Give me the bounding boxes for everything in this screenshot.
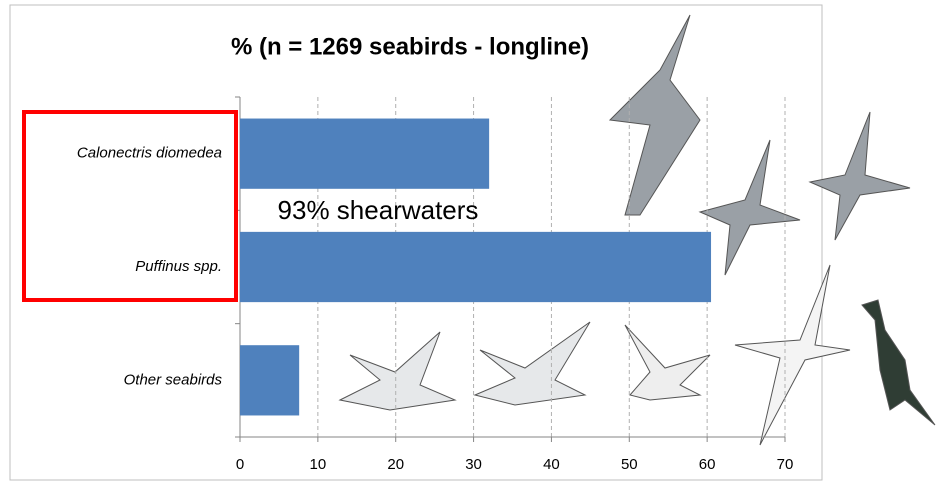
x-tick-label: 70 bbox=[777, 456, 794, 473]
x-tick-label: 30 bbox=[465, 456, 482, 473]
x-tick-label: 0 bbox=[236, 456, 244, 473]
x-tick-label: 10 bbox=[310, 456, 327, 473]
bird-illustration bbox=[861, 299, 936, 426]
bar bbox=[240, 118, 490, 189]
bird-illustration bbox=[473, 321, 591, 406]
bar bbox=[240, 231, 712, 303]
bird-illustrations bbox=[338, 14, 936, 446]
chart-title: % (n = 1269 seabirds - longline) bbox=[231, 33, 589, 60]
bar bbox=[240, 345, 300, 416]
highlight-box bbox=[22, 110, 238, 302]
annotation: 93% shearwaters bbox=[278, 195, 479, 225]
y-tick-label: Puffinus spp. bbox=[135, 258, 222, 275]
x-tick-label: 20 bbox=[387, 456, 404, 473]
x-tick-label: 50 bbox=[621, 456, 638, 473]
x-tick-label: 60 bbox=[699, 456, 716, 473]
y-tick-label: Other seabirds bbox=[124, 371, 223, 388]
bird-illustration bbox=[734, 264, 851, 446]
x-tick-label: 40 bbox=[543, 456, 560, 473]
bird-illustration bbox=[338, 331, 457, 411]
bird-illustration bbox=[608, 14, 701, 216]
bird-illustration bbox=[808, 111, 911, 241]
bird-illustration bbox=[698, 139, 801, 276]
bird-illustration bbox=[624, 324, 711, 401]
y-tick-label: Calonectris diomedea bbox=[77, 145, 222, 162]
